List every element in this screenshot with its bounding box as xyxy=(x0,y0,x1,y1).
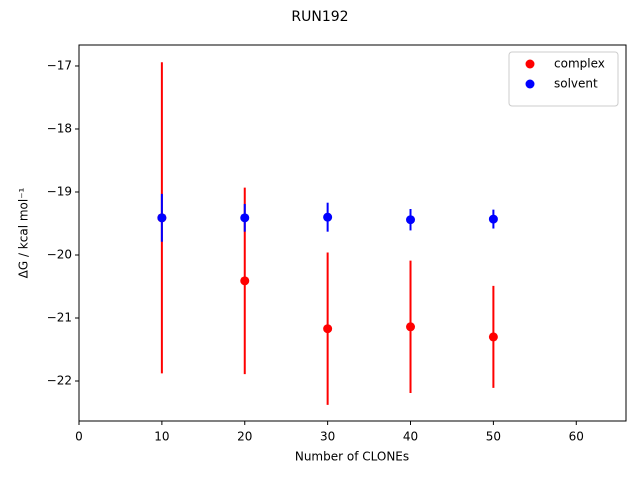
point xyxy=(157,213,167,223)
point xyxy=(488,214,498,224)
y-tick-label: −20 xyxy=(47,247,72,261)
y-axis-label: ΔG / kcal mol⁻¹ xyxy=(17,187,31,278)
y-tick-label: −21 xyxy=(47,310,72,324)
point xyxy=(406,215,416,225)
x-tick-label: 30 xyxy=(320,430,335,444)
point xyxy=(323,212,333,222)
y-tick-label: −18 xyxy=(47,121,72,135)
x-tick-label: 50 xyxy=(486,430,501,444)
point xyxy=(488,332,498,342)
y-tick-label: −22 xyxy=(47,373,72,387)
legend-marker xyxy=(525,79,535,89)
point xyxy=(240,276,250,286)
x-tick-label: 40 xyxy=(403,430,418,444)
x-tick-label: 20 xyxy=(237,430,252,444)
legend-label: complex xyxy=(554,57,605,71)
y-tick-label: −19 xyxy=(47,184,72,198)
legend-marker xyxy=(525,59,535,69)
y-tick-label: −17 xyxy=(47,58,72,72)
point xyxy=(240,213,250,223)
legend-label: solvent xyxy=(554,77,598,91)
chart-title: RUN192 xyxy=(291,9,348,25)
point xyxy=(406,322,416,332)
point xyxy=(323,324,333,334)
plot-frame xyxy=(78,44,627,422)
x-tick-label: 0 xyxy=(75,430,83,444)
x-tick-label: 60 xyxy=(569,430,584,444)
x-tick-label: 10 xyxy=(154,430,169,444)
x-axis-label: Number of CLONEs xyxy=(295,450,409,464)
legend-box xyxy=(508,51,619,107)
